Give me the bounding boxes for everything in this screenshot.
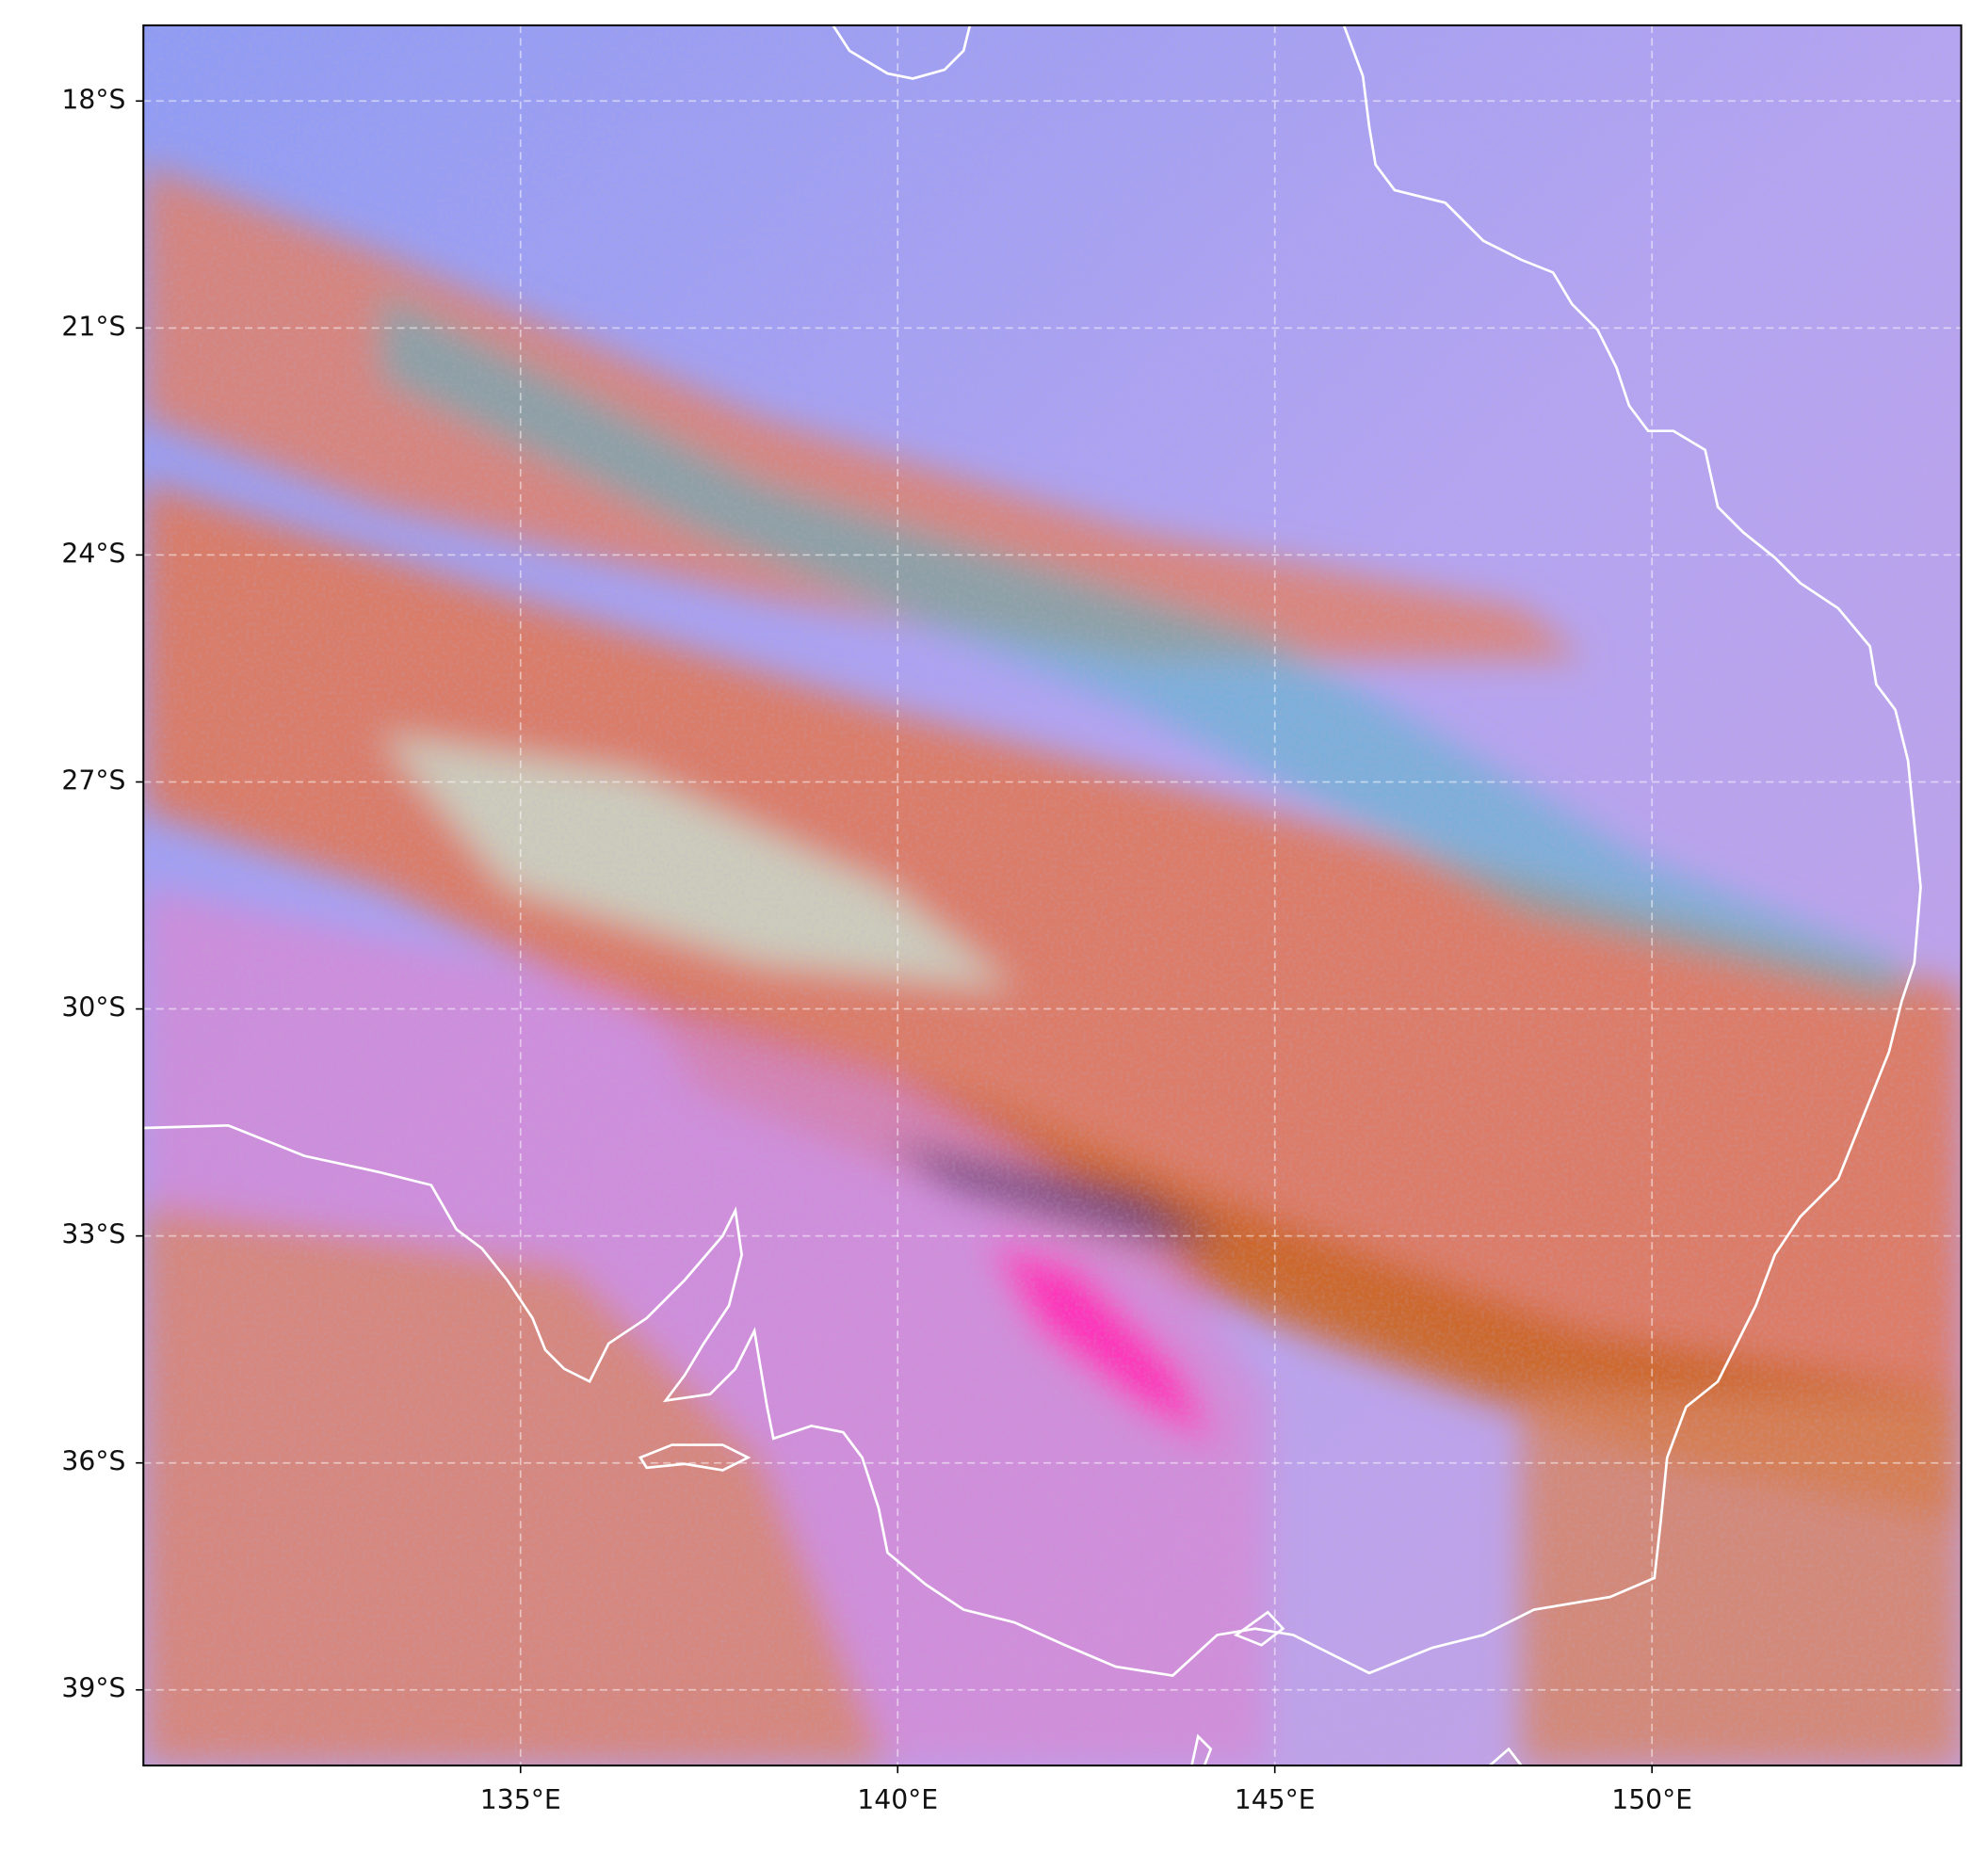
- y-tick-label: 24°S: [61, 538, 125, 569]
- y-tick-label: 33°S: [61, 1219, 125, 1250]
- y-tick-label: 18°S: [61, 84, 125, 115]
- satellite-image: [143, 24, 1962, 1766]
- y-tick-label: 27°S: [61, 765, 125, 796]
- y-tick-label: 30°S: [61, 992, 125, 1023]
- y-tick-label: 36°S: [61, 1446, 125, 1477]
- x-tick-label: 140°E: [857, 1784, 938, 1815]
- plot-frame: [142, 24, 1963, 1767]
- x-tick-label: 135°E: [480, 1784, 561, 1815]
- x-tick-label: 145°E: [1235, 1784, 1316, 1815]
- y-tick-label: 21°S: [61, 311, 125, 342]
- axes: 135°E 140°E 145°E 150°E 18°S 21°S 24°S 27°S 30°S…: [61, 24, 1962, 1815]
- y-tick-label: 39°S: [61, 1673, 125, 1704]
- coastline: [143, 24, 1922, 1766]
- x-tick-label: 150°E: [1611, 1784, 1692, 1815]
